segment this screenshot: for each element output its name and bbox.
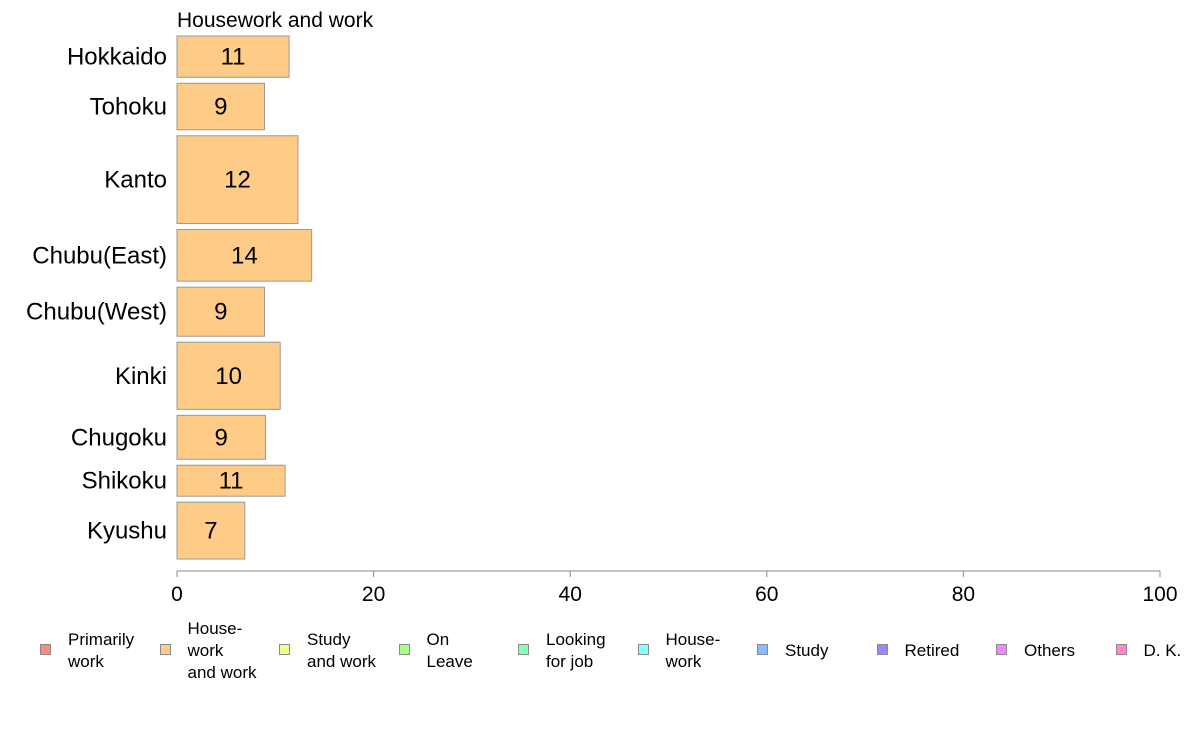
legend-label: Study and work	[307, 630, 376, 671]
category-label: Chubu(West)	[26, 299, 167, 326]
legend-label: D. K.	[1143, 641, 1182, 660]
data-label: 12	[224, 167, 251, 194]
bar-shikoku	[176, 464, 286, 497]
legend-item: D. K.	[1115, 618, 1182, 662]
legend-swatch	[996, 644, 1007, 655]
bar-tohoku	[176, 82, 265, 131]
category-label: Kyushu	[87, 518, 167, 545]
data-label: 11	[219, 468, 244, 495]
x-tick-label: 40	[559, 583, 582, 606]
bar-kanto	[176, 135, 299, 225]
x-tick-label: 0	[171, 583, 183, 606]
legend-item: Primarily work	[40, 618, 134, 673]
category-label: Hokkaido	[67, 44, 167, 71]
legend-item: On Leave	[398, 618, 473, 673]
legend-label: House- work	[665, 630, 721, 671]
chart-title: Housework and work	[177, 9, 374, 32]
legend-swatch	[159, 644, 171, 655]
legend-item: Looking for job	[518, 618, 606, 673]
x-axis: 0 20 40 60 80 100	[171, 570, 1178, 606]
legend-item: House- work	[637, 618, 721, 673]
category-label: Tohoku	[90, 94, 167, 121]
category-label: Kanto	[104, 167, 167, 194]
legend-label: House- work and work	[187, 619, 257, 682]
data-label: 9	[215, 424, 228, 451]
legend-swatch	[40, 644, 51, 655]
legend-label: On Leave	[426, 630, 473, 671]
category-label: Kinki	[115, 363, 167, 390]
data-label: 10	[215, 363, 242, 390]
legend-swatch	[1115, 644, 1127, 655]
legend-item: House- work and work	[159, 618, 257, 684]
legend-item: Study and work	[279, 618, 376, 673]
legend-label: Study	[785, 641, 829, 660]
data-label: 7	[204, 518, 217, 545]
bar-chart: Housework and work Hokkaido 11 Tohoku 9 Kant…	[26, 9, 1178, 606]
legend-label: Looking for job	[546, 630, 606, 671]
legend-swatch	[637, 644, 649, 655]
category-label: Shikoku	[82, 468, 167, 495]
x-tick-label: 20	[362, 583, 385, 606]
x-tick-label: 80	[952, 583, 975, 606]
x-tick-label: 60	[755, 583, 778, 606]
legend-item: Others	[996, 618, 1075, 662]
bar-chubu-east	[176, 229, 313, 282]
legend-swatch	[279, 644, 290, 655]
data-label: 11	[221, 44, 246, 71]
category-label: Chugoku	[71, 424, 167, 451]
legend-swatch	[518, 644, 529, 655]
legend-label: Retired	[904, 641, 960, 660]
legend-swatch	[757, 644, 768, 655]
category-label: Chubu(East)	[32, 242, 167, 269]
legend-label: Others	[1024, 641, 1076, 660]
data-label: 9	[214, 94, 227, 121]
legend-item: Study	[757, 618, 828, 662]
legend-label: Primarily work	[68, 630, 135, 671]
legend: Primarily work House- work and work Study …	[0, 618, 1188, 698]
legend-swatch	[876, 644, 888, 655]
bar-chugoku	[176, 414, 266, 460]
bar-chubu-west	[176, 286, 265, 337]
bar-hokkaido	[176, 35, 290, 78]
data-label: 14	[231, 242, 258, 269]
bar-kinki	[176, 341, 281, 410]
legend-item: Retired	[876, 618, 960, 662]
bar-kyushu	[176, 501, 246, 560]
legend-swatch	[398, 644, 410, 655]
x-tick-label: 100	[1142, 583, 1177, 606]
data-label: 9	[214, 299, 227, 326]
bars-layer: Hokkaido 11 Tohoku 9 Kanto 12 Chubu(East) 14 Chu…	[26, 35, 313, 560]
